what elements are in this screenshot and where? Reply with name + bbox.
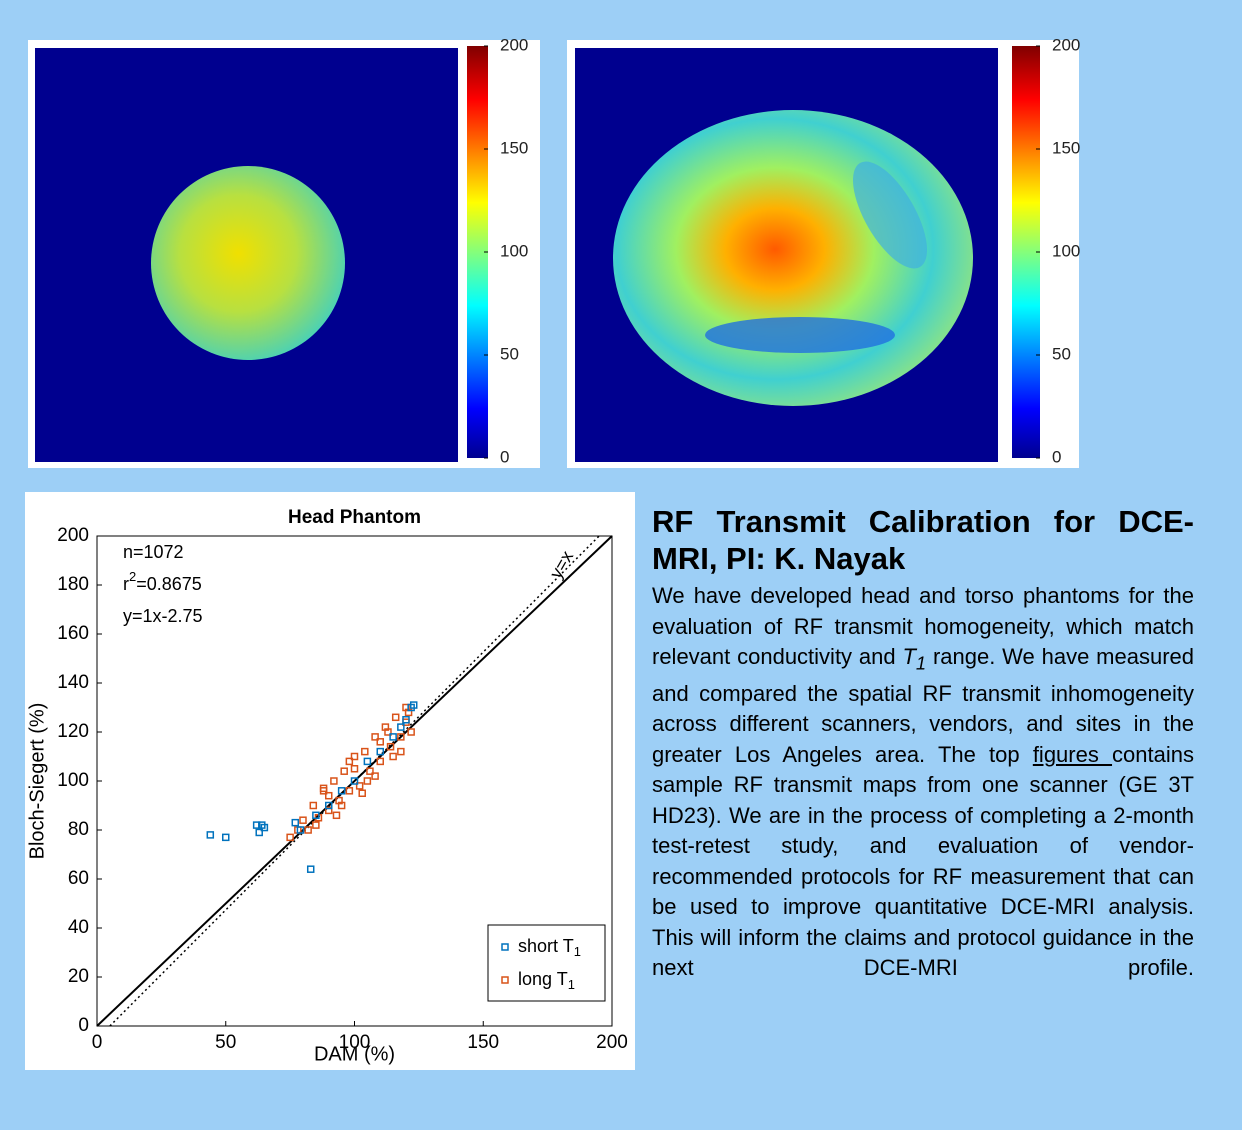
stat-part: 2	[129, 569, 136, 584]
colorbar	[1012, 46, 1040, 458]
text-run: T	[902, 644, 915, 669]
y-tick-label: 80	[68, 819, 89, 840]
text-block: RF Transmit Calibration for DCE-MRI, PI:…	[652, 503, 1194, 984]
stat-part: =0.8675	[136, 574, 202, 594]
x-axis-label: DAM (%)	[314, 1043, 395, 1065]
text-run: figures	[1033, 742, 1112, 767]
stat-text: y=1x-2.75	[123, 606, 203, 626]
colorbar-tick-label: 150	[500, 138, 528, 157]
y-tick-label: 40	[68, 917, 89, 938]
y-tick-label: 60	[68, 868, 89, 889]
x-tick-label: 150	[467, 1032, 499, 1053]
text-run: 1	[916, 652, 926, 673]
colorbar-tick-label: 100	[500, 241, 528, 260]
colorbar-tick-label: 150	[1052, 138, 1080, 157]
y-tick-label: 20	[68, 966, 89, 987]
heatmap-region	[705, 317, 895, 353]
y-tick-label: 180	[57, 574, 89, 595]
y-tick-label: 140	[57, 672, 89, 693]
stat-text: n=1072	[123, 542, 184, 562]
colorbar-tick-label: 0	[1052, 447, 1061, 466]
colorbar-tick-label: 0	[500, 447, 509, 466]
colorbar-tick-label: 200	[1052, 35, 1080, 54]
chart-title: Head Phantom	[288, 507, 421, 528]
x-tick-label: 50	[215, 1032, 236, 1053]
heading: RF Transmit Calibration for DCE-MRI, PI:…	[652, 503, 1194, 577]
x-tick-label: 0	[92, 1032, 103, 1053]
heatmap-region	[151, 166, 345, 360]
colorbar-tick-label: 200	[500, 35, 528, 54]
colorbar-tick-label: 50	[1052, 344, 1071, 363]
y-tick-label: 120	[57, 721, 89, 742]
page: 0 50 100 150 200 0 50 100 150 200 0 50 100 150 200 0 20 4…	[0, 0, 1242, 1130]
colorbar-tick-label: 100	[1052, 241, 1080, 260]
x-tick-label: 200	[596, 1032, 628, 1053]
colorbar-tick-label: 50	[500, 344, 519, 363]
y-axis-label: Bloch-Siegert (%)	[26, 703, 48, 860]
body-text: We have developed head and torso phantom…	[652, 581, 1194, 984]
y-tick-label: 160	[57, 623, 89, 644]
y-tick-label: 100	[57, 770, 89, 791]
y-tick-label: 0	[78, 1015, 89, 1036]
text-run: contains sample RF transmit maps from on…	[652, 742, 1194, 981]
y-tick-label: 200	[57, 525, 89, 546]
